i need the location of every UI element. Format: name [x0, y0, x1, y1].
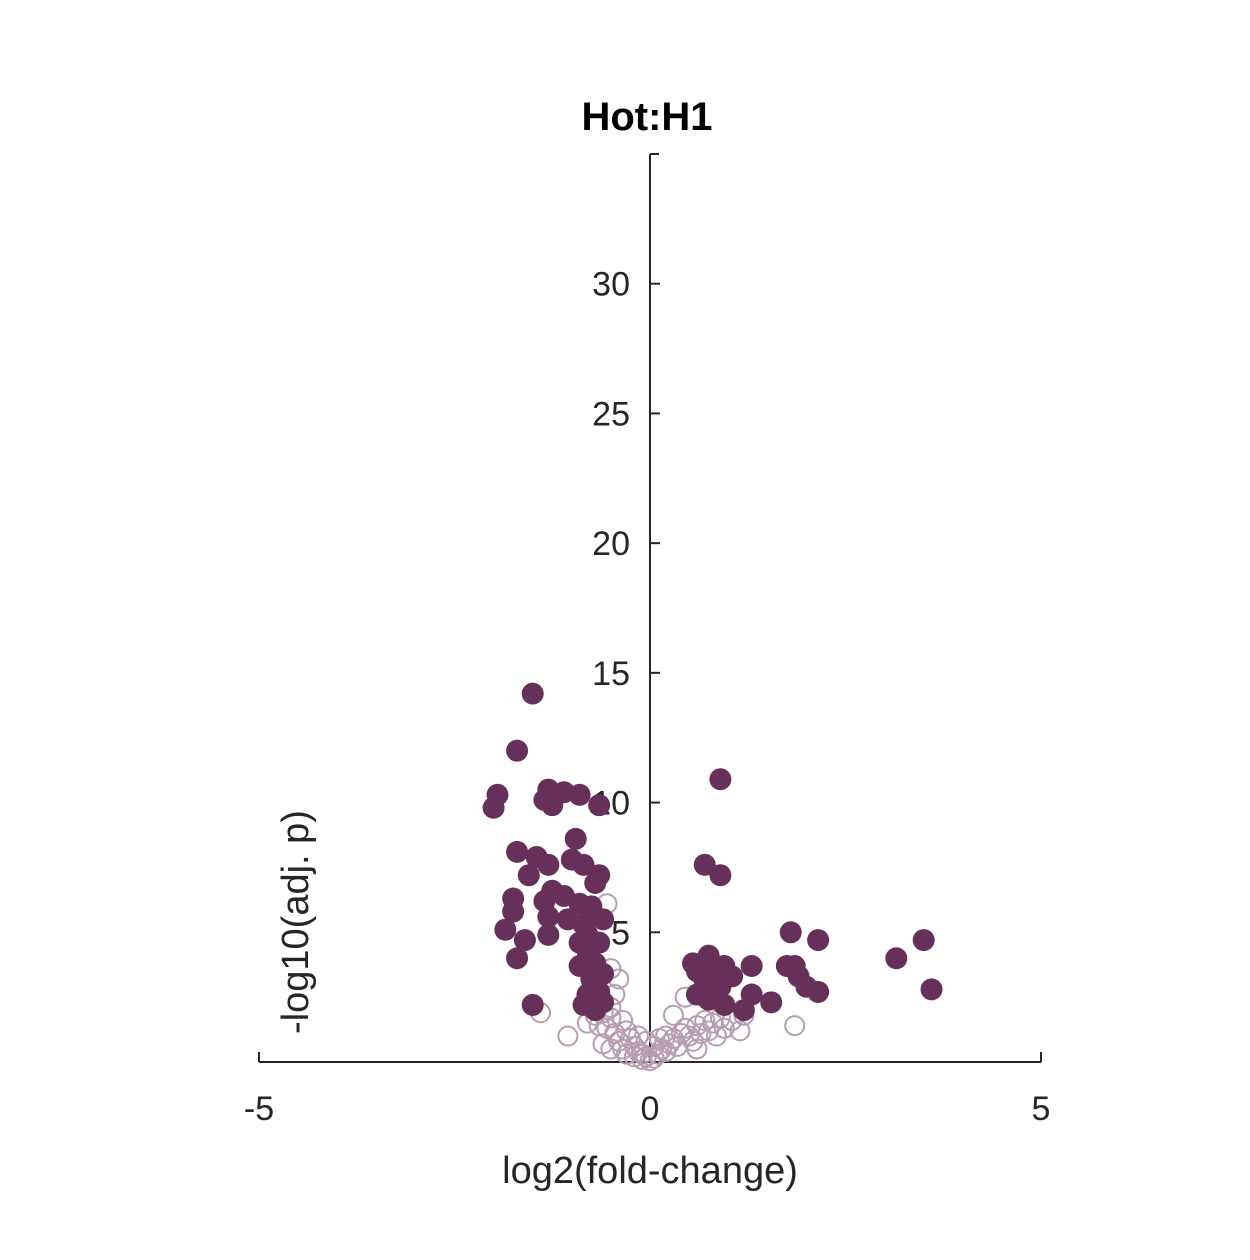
significant-point — [588, 794, 611, 817]
significant-point — [885, 947, 908, 970]
non-significant-point — [729, 1020, 751, 1042]
significant-point — [506, 840, 529, 863]
y-tick-label: 20 — [592, 525, 630, 563]
significant-point — [693, 853, 716, 876]
y-tick-label: 25 — [592, 395, 630, 433]
significant-point — [588, 931, 611, 954]
significant-point — [521, 682, 544, 705]
chart-title: Hot:H1 — [581, 95, 712, 139]
significant-point — [912, 929, 935, 952]
significant-point — [807, 929, 830, 952]
non-significant-point — [639, 1050, 661, 1072]
significant-point — [494, 918, 517, 941]
non-significant-point — [662, 1004, 684, 1026]
significant-point — [592, 991, 615, 1014]
significant-point — [537, 853, 560, 876]
x-tick-label: 5 — [1032, 1090, 1051, 1128]
non-significant-point — [600, 1038, 622, 1060]
y-tick-label: 30 — [592, 266, 630, 304]
non-significant-point — [686, 1038, 708, 1060]
significant-point — [592, 908, 615, 931]
significant-point — [486, 783, 509, 806]
non-significant-point — [713, 1017, 735, 1039]
significant-point — [513, 929, 536, 952]
significant-point — [779, 921, 802, 944]
non-significant-point — [648, 1028, 670, 1050]
significant-point — [564, 827, 587, 850]
x-tick-label: 0 — [641, 1090, 660, 1128]
significant-point — [506, 947, 529, 970]
significant-point — [709, 768, 732, 791]
significant-point — [920, 978, 943, 1001]
significant-point — [740, 983, 763, 1006]
significant-point — [537, 905, 560, 928]
significant-point — [517, 864, 540, 887]
significant-point — [807, 980, 830, 1003]
x-axis-label: log2(fold-change) — [502, 1150, 798, 1192]
significant-point — [709, 864, 732, 887]
x-tick-label: -5 — [244, 1090, 274, 1128]
y-tick-label: 15 — [592, 655, 630, 693]
significant-point — [713, 993, 736, 1016]
non-significant-point — [627, 1025, 649, 1047]
y-tick-label: 5 — [611, 914, 630, 952]
significant-point — [760, 991, 783, 1014]
significant-point — [740, 955, 763, 978]
significant-point — [502, 900, 525, 923]
significant-point — [572, 853, 595, 876]
y-axis-label: -log10(adj. p) — [275, 810, 317, 1034]
non-significant-point — [557, 1025, 579, 1047]
significant-point — [584, 871, 607, 894]
significant-point — [537, 923, 560, 946]
non-significant-point — [612, 1038, 634, 1060]
significant-point — [506, 739, 529, 762]
non-significant-point — [784, 1015, 806, 1037]
significant-point — [568, 783, 591, 806]
significant-points — [482, 682, 943, 1022]
significant-point — [521, 993, 544, 1016]
